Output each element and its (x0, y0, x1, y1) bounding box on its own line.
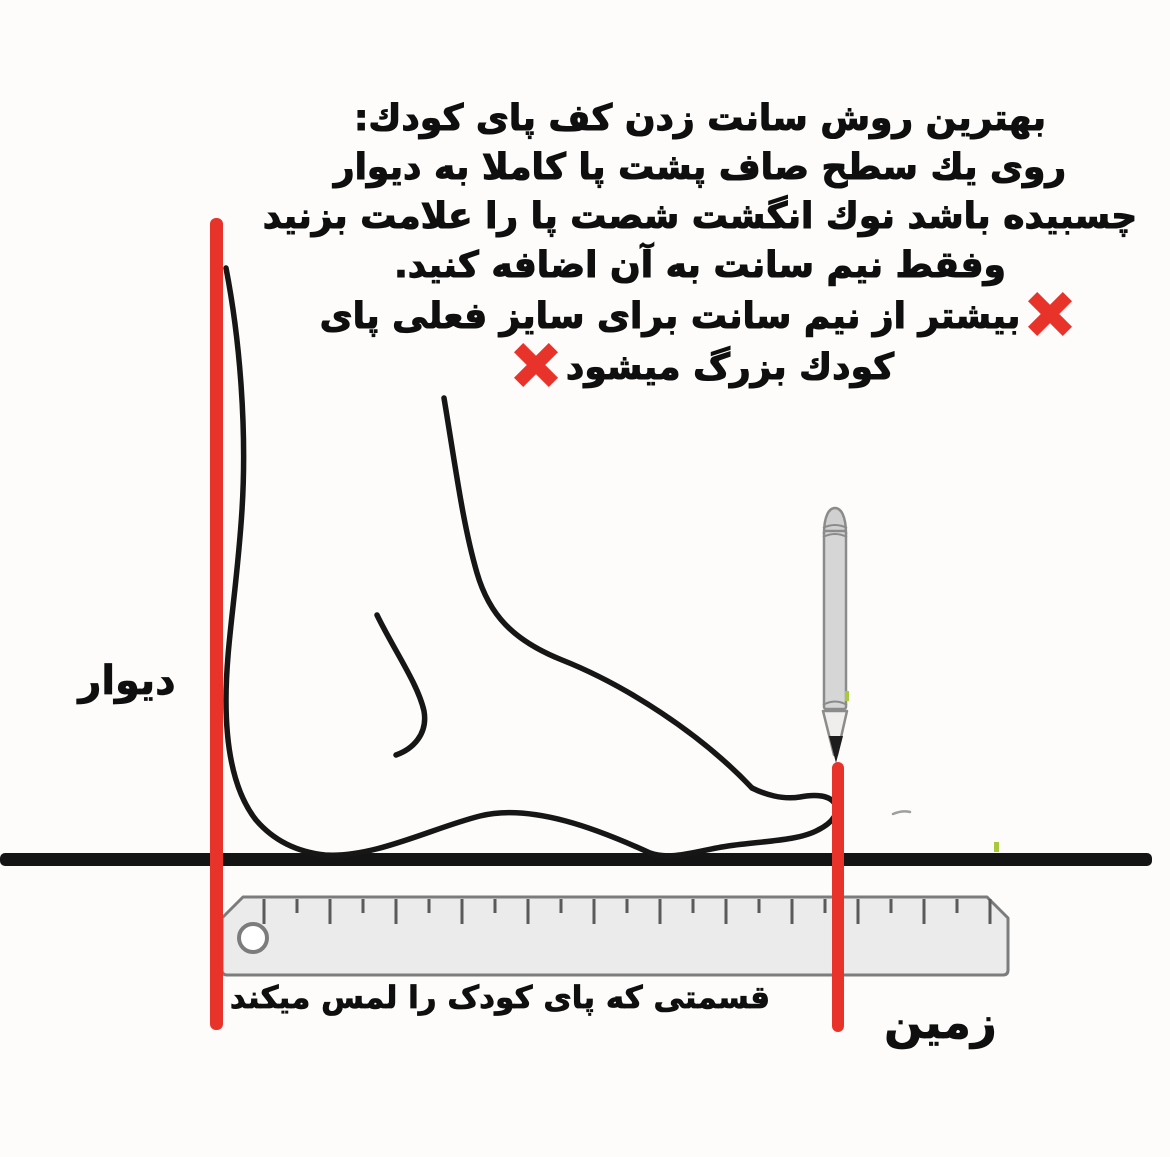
pencil-body (822, 529, 848, 711)
instruction-line-6: کودك بزرگ میشود (225, 341, 1170, 392)
instruction-line-2: روی یك سطح صاف پشت پا کاملا به دیوار (333, 146, 1067, 188)
foot-outline (223, 265, 840, 859)
x-mark-icon (511, 341, 561, 389)
instruction-line-1: بهترین روش سانت زدن کف پای کودك: (353, 97, 1046, 139)
pencil-eraser (822, 506, 848, 535)
ground-line (0, 853, 1152, 866)
wall-label: دیوار (78, 658, 176, 705)
smudge-artifact (891, 810, 912, 816)
instruction-line-5-text: بیشتر از نیم سانت برای سایز فعلی پای (319, 295, 1021, 337)
instruction-line-5: بیشتر از نیم سانت برای سایز فعلی پای (225, 290, 1170, 341)
pencil-artifact-speck (845, 691, 849, 701)
toe-mark-red-line (832, 762, 844, 1032)
instruction-line-6-text: کودك بزرگ میشود (565, 346, 895, 388)
instruction-line-4: وفقط نیم سانت به آن اضافه کنید. (394, 244, 1007, 286)
ruler (220, 895, 1010, 977)
ruler-hole (237, 922, 269, 954)
pencil-ferrule-band (822, 700, 848, 706)
heel-sole-toe-line (223, 265, 840, 859)
instruction-text-block: بهترین روش سانت زدن کف پای کودك: روی یك … (225, 94, 1170, 392)
wall-red-line (210, 218, 223, 1030)
ankle-top-of-foot-line (441, 395, 755, 791)
pencil-graphite (829, 736, 843, 763)
ground-artifact-speck (994, 842, 999, 852)
ground-label: زمین (884, 996, 997, 1050)
pencil-icon (821, 506, 849, 763)
ruler-ticks (262, 899, 992, 924)
instruction-line-3: چسبیده باشد نوك انگشت شصت پا را علامت بز… (262, 195, 1138, 237)
pencil-cap-band (822, 524, 848, 538)
x-mark-icon (1025, 290, 1075, 338)
ruler-caption: قسمتی که پای کودک را لمس میکند (229, 980, 771, 1017)
arch-detail-line (374, 612, 428, 758)
